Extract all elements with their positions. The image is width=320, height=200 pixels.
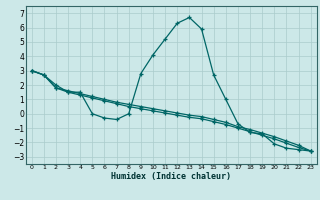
X-axis label: Humidex (Indice chaleur): Humidex (Indice chaleur) <box>111 172 231 181</box>
